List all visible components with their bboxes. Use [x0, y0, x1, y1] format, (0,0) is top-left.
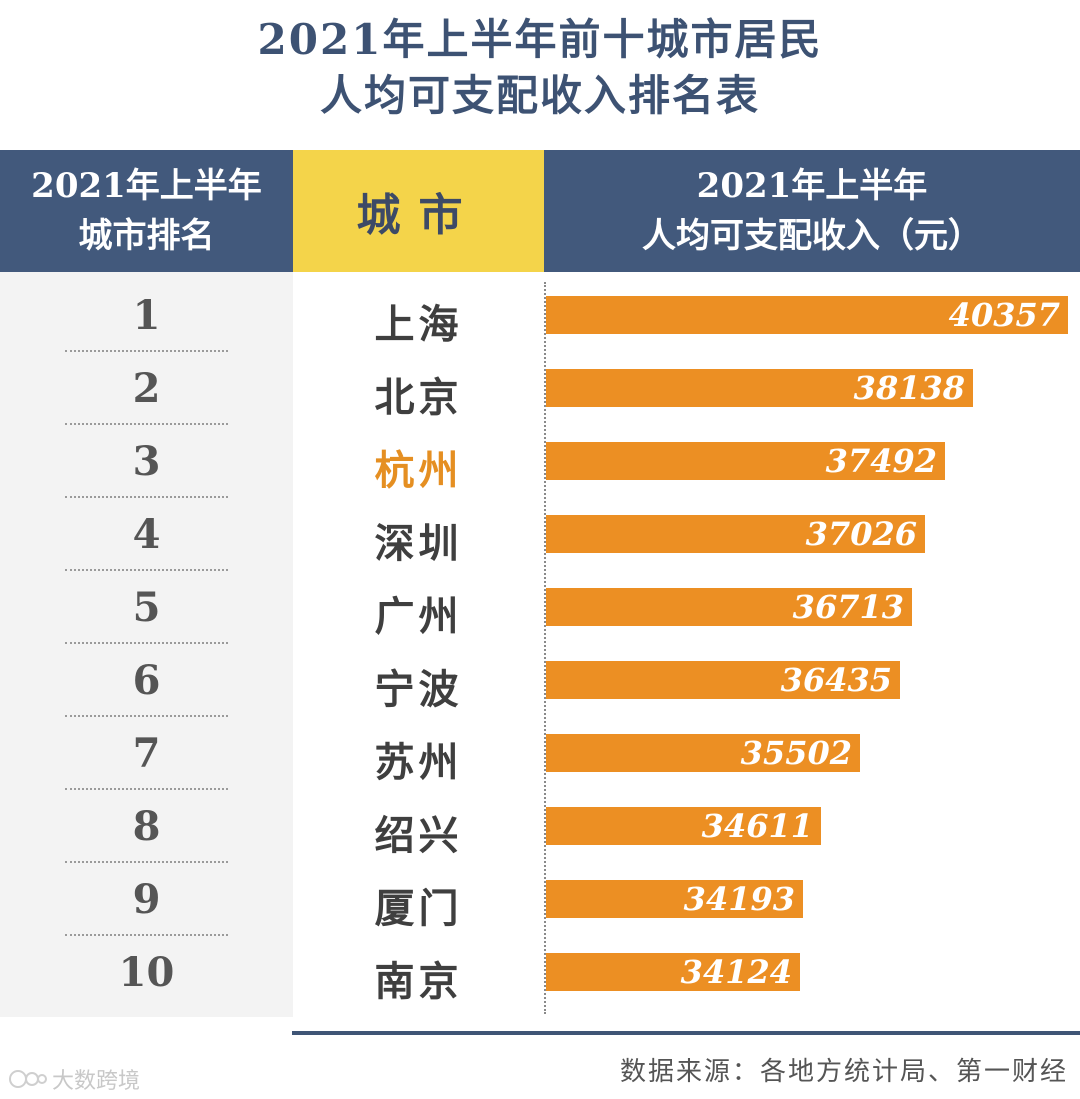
city-label: 厦门 [374, 885, 463, 932]
income-bar [546, 588, 912, 626]
income-value-label: 38138 [853, 369, 965, 407]
income-value-label: 36435 [780, 661, 892, 699]
city-column-header: 城市 [293, 150, 544, 272]
city-label: 北京 [374, 374, 463, 421]
income-bar [546, 880, 803, 918]
income-bar [546, 369, 973, 407]
rank-label: 8 [132, 803, 161, 850]
income-value-label: 37492 [825, 442, 937, 480]
income-value-label: 34611 [701, 807, 813, 845]
row-separator [65, 861, 228, 863]
income-bar [546, 953, 800, 991]
row-separator [65, 496, 228, 498]
row-separator [65, 350, 228, 352]
watermark-logo-icon [9, 1070, 47, 1088]
row-separator [65, 569, 228, 571]
income-bar [546, 807, 821, 845]
city-label: 南京 [374, 958, 463, 1005]
income-value-label: 40357 [948, 296, 1060, 334]
chart-title-line1: 2021年上半年前十城市居民 [257, 15, 823, 64]
rank-label: 10 [118, 949, 175, 996]
city-label: 上海 [374, 301, 463, 348]
income-bar [546, 442, 945, 480]
income-value-label: 34193 [683, 880, 795, 918]
rank-label: 5 [132, 584, 161, 631]
bar-axis-line [544, 282, 546, 1014]
income-column-header: 2021年上半年 人均可支配收入（元） [544, 150, 1080, 272]
watermark-text: 大数跨境 [52, 1069, 141, 1094]
rank-label: 1 [132, 292, 161, 339]
rank-header-line1: 2021年上半年 [31, 166, 262, 206]
rank-label: 2 [132, 365, 161, 412]
income-header-line2: 人均可支配收入（元） [642, 216, 982, 256]
row-separator [65, 715, 228, 717]
city-label: 杭州 [374, 447, 463, 494]
row-separator [65, 788, 228, 790]
income-value-label: 34124 [680, 953, 792, 991]
chart-title-line2: 人均可支配收入排名表 [319, 71, 760, 120]
row-separator [65, 934, 228, 936]
city-label: 苏州 [374, 739, 463, 786]
income-value-label: 37026 [805, 515, 917, 553]
income-bar [546, 661, 900, 699]
income-bar [546, 515, 925, 553]
rank-column-header: 2021年上半年 城市排名 [0, 150, 293, 272]
city-label: 绍兴 [374, 812, 463, 859]
city-header-label: 城市 [356, 190, 481, 241]
rank-column-background [0, 272, 293, 1017]
city-label: 广州 [374, 593, 463, 640]
income-value-label: 36713 [792, 588, 904, 626]
city-label: 宁波 [374, 666, 463, 713]
income-header-line1: 2021年上半年 [696, 166, 928, 206]
rank-label: 9 [132, 876, 161, 923]
bottom-rule [292, 1031, 1080, 1035]
row-separator [65, 423, 228, 425]
income-bar [546, 296, 1068, 334]
city-label: 深圳 [374, 520, 463, 567]
rank-label: 6 [132, 657, 161, 704]
income-bar [546, 734, 860, 772]
row-separator [65, 642, 228, 644]
rank-label: 7 [132, 730, 161, 777]
income-value-label: 35502 [740, 734, 852, 772]
data-source-note: 数据来源：各地方统计局、第一财经 [619, 1057, 1068, 1087]
rank-label: 4 [132, 511, 161, 558]
rank-label: 3 [132, 438, 161, 485]
rank-header-line2: 城市排名 [78, 216, 215, 256]
watermark: 大数跨境 [8, 1063, 140, 1095]
